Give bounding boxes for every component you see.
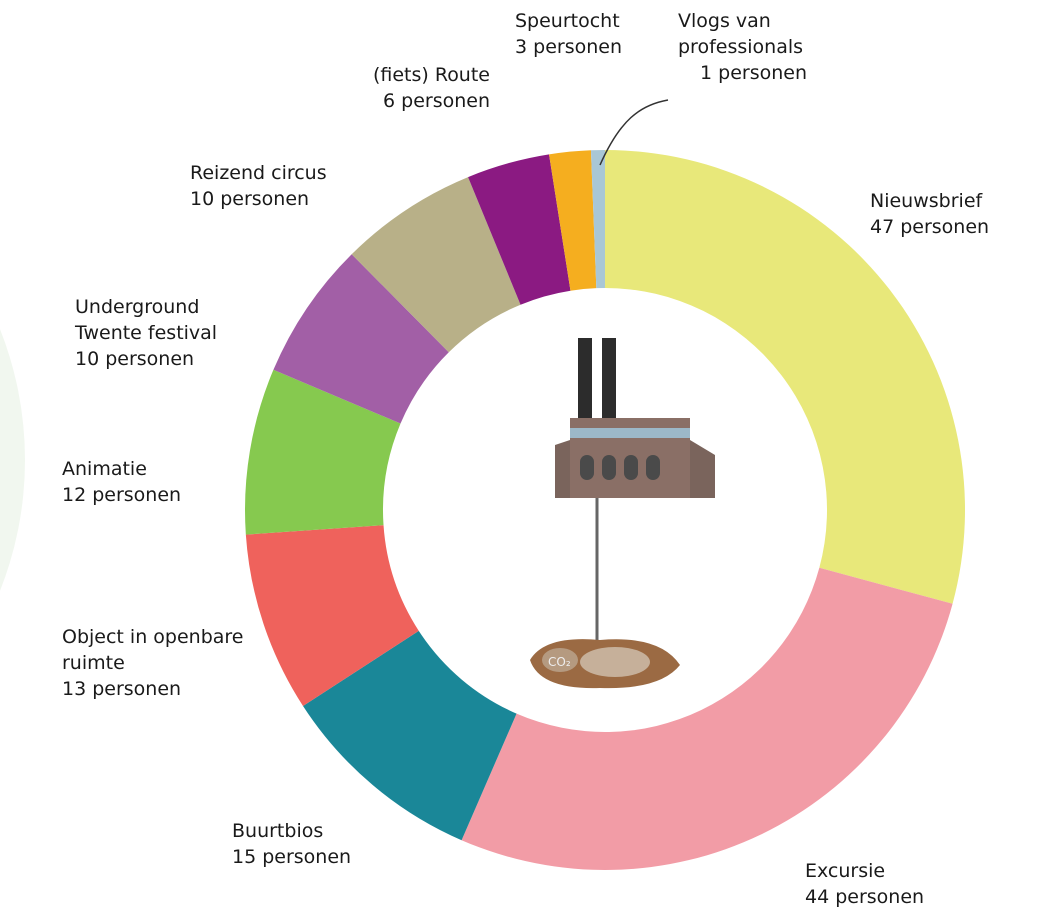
slice-label: Buurtbios 15 personen (232, 818, 432, 870)
factory-icon: CO₂ (530, 338, 715, 689)
donut-segment (351, 177, 521, 353)
slice-label: Nieuwsbrief 47 personen (870, 188, 1045, 240)
category-label: Reizend circus (190, 162, 327, 184)
background-circle (0, 329, 25, 591)
donut-segment (303, 630, 517, 841)
slice-label: Speurtocht 3 personen (515, 8, 665, 60)
donut-segment (549, 150, 597, 291)
donut-segment (590, 150, 605, 289)
donut-segment (245, 525, 419, 706)
donut-segment (461, 567, 953, 871)
slice-label: (fiets) Route 6 personen (340, 62, 490, 114)
donut-segment (468, 154, 571, 305)
value-label: 13 personen (62, 678, 182, 700)
donut-segment (244, 369, 401, 535)
category-label: (fiets) Route (372, 64, 490, 86)
slice-label: Reizend circus 10 personen (190, 160, 390, 212)
slice-label: Vlogs van professionals 1 personen (678, 8, 838, 86)
value-label: 47 personen (870, 216, 990, 238)
value-label: 15 personen (232, 846, 352, 868)
value-label: 6 personen (383, 90, 490, 112)
connector-line (599, 99, 669, 166)
category-label: Animatie (62, 458, 147, 480)
category-label: Underground Twente festival (75, 296, 218, 344)
value-label: 10 personen (75, 348, 195, 370)
category-label: Speurtocht (515, 10, 620, 32)
slice-label: Animatie 12 personen (62, 456, 262, 508)
donut-segment (605, 150, 965, 604)
value-label: 1 personen (700, 62, 807, 84)
category-label: Buurtbios (232, 820, 324, 842)
value-label: 44 personen (805, 886, 925, 908)
slice-label: Excursie 44 personen (805, 858, 1005, 910)
category-label: Vlogs van professionals (678, 10, 804, 58)
category-label: Nieuwsbrief (870, 190, 983, 212)
value-label: 10 personen (190, 188, 310, 210)
value-label: 12 personen (62, 484, 182, 506)
donut (244, 150, 965, 871)
slice-label: Object in openbare ruimte 13 personen (62, 624, 262, 702)
slice-label: Underground Twente festival 10 personen (75, 294, 260, 372)
category-label: Object in openbare ruimte (62, 626, 244, 674)
donut-segment (273, 254, 449, 424)
value-label: 3 personen (515, 36, 622, 58)
category-label: Excursie (805, 860, 886, 882)
svg-text:CO₂: CO₂ (548, 655, 571, 669)
